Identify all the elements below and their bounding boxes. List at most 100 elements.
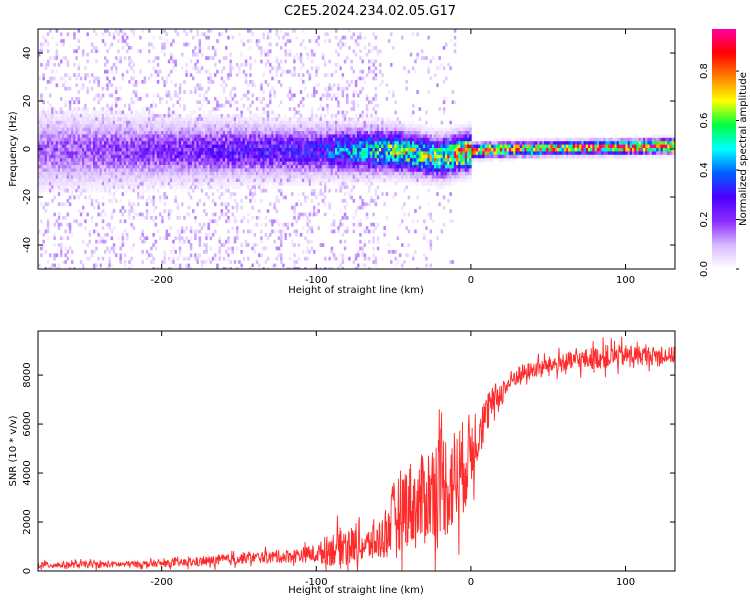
spectrogram-cell xyxy=(187,239,191,244)
spectrogram-cell xyxy=(209,246,213,251)
spectrogram-cell xyxy=(244,161,248,166)
spectrogram-cell xyxy=(137,127,140,132)
spectrogram-cell xyxy=(93,131,96,135)
spectrogram-cell xyxy=(79,137,83,142)
spectrogram-cell xyxy=(60,250,63,254)
spectrogram-cell xyxy=(200,185,204,190)
spectrogram-cell xyxy=(57,63,61,67)
spectrogram-cell xyxy=(53,76,56,81)
spectrogram-cell xyxy=(97,137,100,142)
spectrogram-cell xyxy=(106,148,109,152)
spectrogram-cell xyxy=(348,83,351,88)
spectrogram-cell xyxy=(115,120,118,125)
spectrogram-cell xyxy=(216,39,219,43)
spectrogram-cell xyxy=(324,86,327,91)
spectrogram-cell xyxy=(288,171,292,176)
spectrogram-cell xyxy=(82,83,85,88)
spectrogram-cell xyxy=(167,212,171,217)
spectrogram-cell xyxy=(240,134,243,139)
spectrogram-cell xyxy=(62,114,65,118)
spectrogram-cell xyxy=(167,134,171,139)
spectrogram-cell xyxy=(60,137,63,142)
spectrogram-cell xyxy=(372,171,375,176)
spectrogram-cell xyxy=(326,137,329,142)
spectrogram-cell xyxy=(198,182,202,186)
spectrogram-cell xyxy=(260,46,263,50)
spectrogram-cell xyxy=(326,90,329,94)
spectrogram-cell xyxy=(71,117,74,122)
spectrogram-cell xyxy=(295,151,298,156)
spectrogram-cell xyxy=(117,148,120,152)
spectrogram-cell xyxy=(273,161,276,166)
spectrogram-cell xyxy=(156,182,160,186)
spectrogram-cell xyxy=(185,114,188,118)
spectrogram-cell xyxy=(324,151,327,156)
spectrogram-cell xyxy=(130,188,133,193)
spectrogram-cell xyxy=(121,117,125,122)
spectrogram-cell xyxy=(86,90,89,94)
spectrogram-cell xyxy=(277,171,281,176)
spectrogram-cell xyxy=(207,195,210,200)
spectrogram-cell xyxy=(159,144,162,149)
spectrogram-cell xyxy=(152,120,155,125)
spectrogram-cell xyxy=(266,42,270,47)
spectrogram-cell xyxy=(317,137,320,142)
spectrogram-cell xyxy=(181,226,184,230)
spectrogram-cell xyxy=(284,42,287,47)
spectrogram-cell xyxy=(194,151,197,156)
spectrogram-cell xyxy=(97,148,100,152)
spectrogram-cell xyxy=(218,151,221,156)
spectrogram-cell xyxy=(167,114,171,118)
spectrogram-cell xyxy=(194,233,197,237)
spectrogram-cell xyxy=(174,263,177,268)
spectrogram-cell xyxy=(288,134,292,139)
spectrogram-cell xyxy=(150,178,153,183)
spectrogram-cell xyxy=(258,137,261,142)
spectrogram-cell xyxy=(159,137,162,142)
spectrogram-cell xyxy=(238,161,241,166)
spectrogram-cell xyxy=(49,120,52,125)
spectrogram-cell xyxy=(295,161,298,166)
spectrogram-cell xyxy=(130,168,133,173)
spectrogram-cell xyxy=(260,154,263,159)
spectrogram-cell xyxy=(302,63,305,67)
spectrogram-cell xyxy=(258,131,261,135)
spectrogram-cell xyxy=(233,141,237,145)
spectrogram-cell xyxy=(200,260,204,264)
spectrogram-cell xyxy=(266,236,270,241)
spectrogram-cell xyxy=(189,144,193,149)
spectrogram-cell xyxy=(156,165,160,169)
spectrogram-cell xyxy=(354,144,358,149)
spectrogram-cell xyxy=(99,151,103,156)
spectrogram-cell xyxy=(295,202,298,207)
spectrogram-cell xyxy=(363,137,367,142)
spectrogram-cell xyxy=(150,127,153,132)
spectrogram-cell xyxy=(348,171,351,176)
spectrogram-cell xyxy=(40,188,43,193)
spectrogram-cell xyxy=(115,188,118,193)
spectrogram-cell xyxy=(251,216,254,220)
spectrogram-cell xyxy=(260,229,263,234)
spectrogram-cell xyxy=(253,83,257,88)
spectrogram-cell xyxy=(66,171,70,176)
spectrogram-cell xyxy=(352,260,356,264)
spectrogram-cell xyxy=(73,161,76,166)
spectrogram-cell xyxy=(339,141,342,145)
spectrogram-cell xyxy=(203,137,206,142)
spectrogram-cell xyxy=(126,144,129,149)
spectrogram-cell xyxy=(368,171,371,176)
spectrogram-cell xyxy=(115,144,118,149)
spectrogram-cell xyxy=(196,52,199,57)
spectrogram-cell xyxy=(38,263,41,268)
spectrogram-cell xyxy=(277,103,281,108)
spectrogram-cell xyxy=(231,131,235,135)
spectrogram-cell xyxy=(101,110,105,115)
spectrogram-cell xyxy=(284,148,287,152)
spectrogram-cell xyxy=(49,134,52,139)
spectrogram-cell xyxy=(207,114,210,118)
spectrogram-cell xyxy=(253,141,257,145)
spectrogram-cell xyxy=(326,124,329,128)
spectrogram-cell xyxy=(324,32,327,37)
spectrogram-cell xyxy=(183,134,186,139)
spectrogram-cell xyxy=(119,117,122,122)
